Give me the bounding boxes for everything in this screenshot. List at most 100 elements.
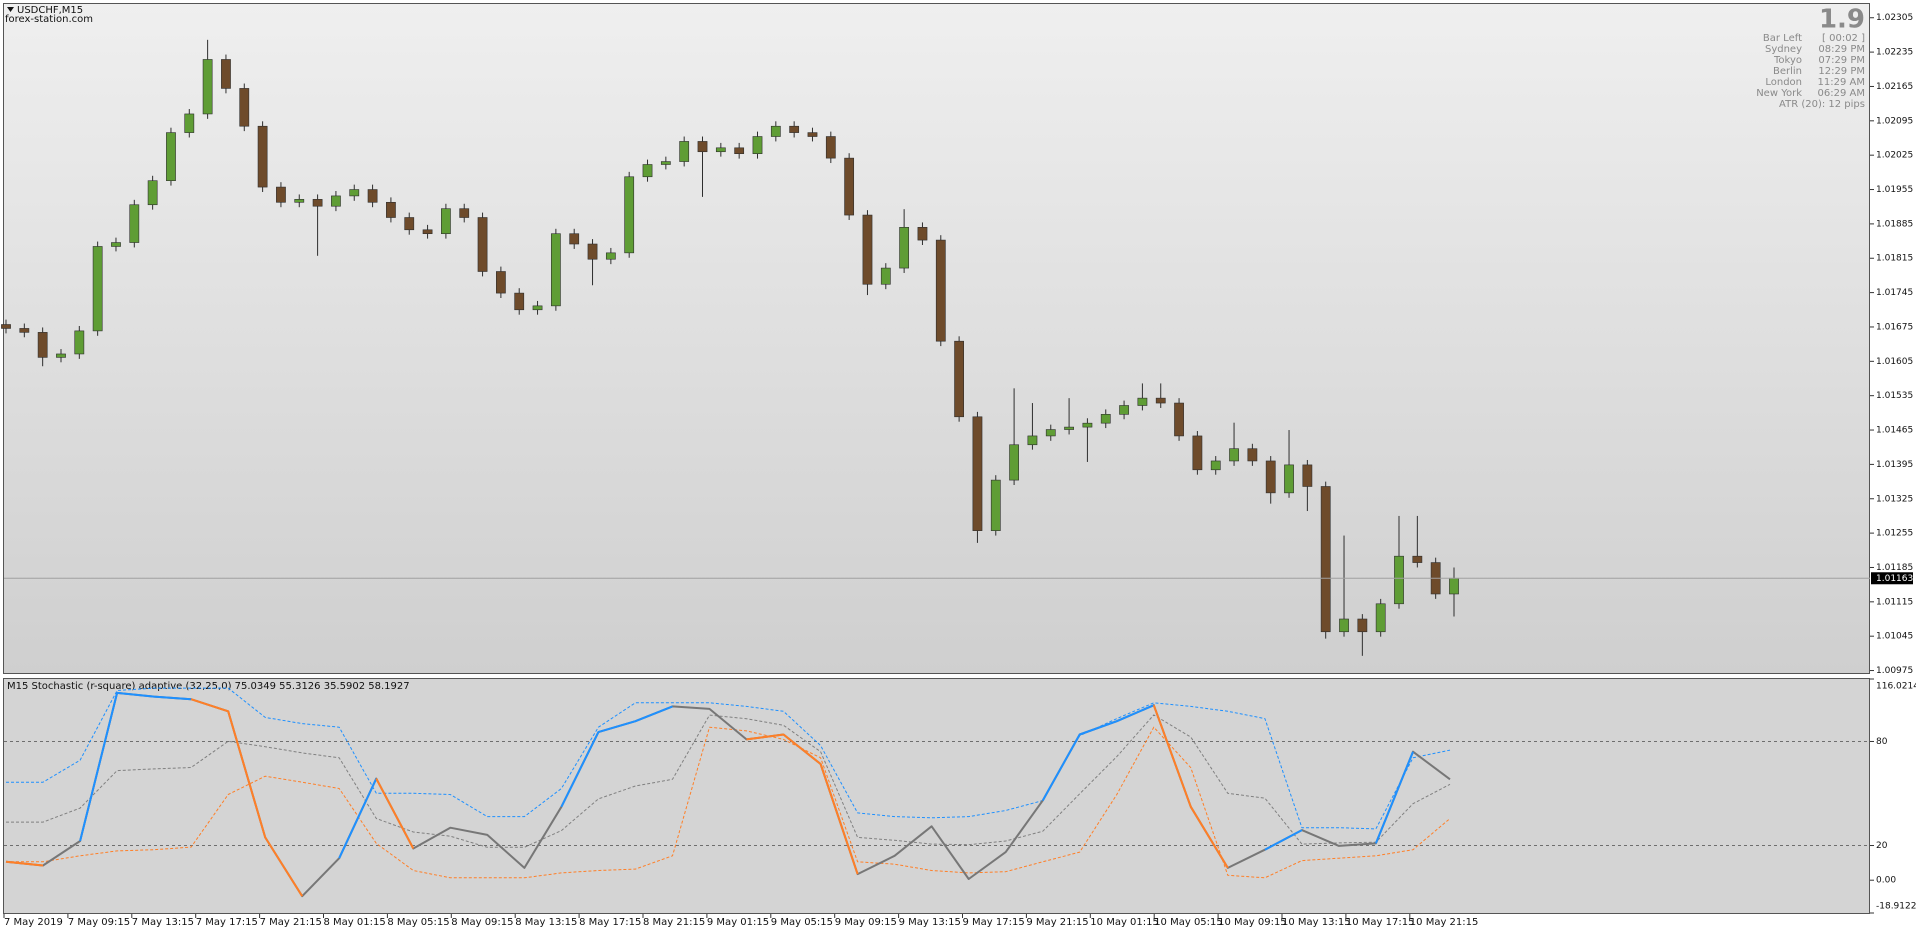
symbol-label: USDCHF,M15 — [17, 5, 83, 16]
candle-body — [331, 195, 341, 207]
y-tick-label: 1.01815 — [1876, 254, 1913, 264]
info-value: 12:29 PM — [1818, 66, 1865, 77]
candle-body — [917, 227, 928, 241]
candle-body — [1210, 460, 1221, 471]
x-tick-label: 7 May 09:15 — [68, 917, 130, 928]
candle-body — [770, 125, 781, 137]
candle-body — [954, 340, 964, 418]
candle-body — [459, 208, 470, 218]
candle-body — [1137, 397, 1148, 406]
x-tick-label: 10 May 17:15 — [1346, 917, 1415, 928]
y-tick-label: 80 — [1876, 737, 1888, 747]
candle-body — [825, 136, 836, 159]
candle-body — [532, 305, 543, 311]
x-tick-label: 9 May 05:15 — [771, 917, 833, 928]
candle-body — [660, 161, 671, 165]
info-value: 07:29 PM — [1818, 55, 1865, 66]
candle-body — [734, 147, 745, 155]
candle-body — [972, 416, 983, 531]
candle-body — [477, 217, 488, 272]
x-tick-label: 9 May 09:15 — [835, 917, 897, 928]
x-tick-label: 10 May 13:15 — [1282, 917, 1351, 928]
x-tick-label: 7 May 13:15 — [132, 917, 194, 928]
info-value: 11:29 AM — [1818, 77, 1865, 88]
y-tick-label: 1.01885 — [1876, 219, 1913, 229]
candle-body — [880, 267, 891, 285]
y-tick-label: 1.01395 — [1876, 460, 1913, 470]
x-tick-label: 7 May 17:15 — [196, 917, 258, 928]
info-value: 08:29 PM — [1818, 44, 1865, 55]
candle-body — [1302, 464, 1313, 487]
y-tick-label: 1.02235 — [1876, 48, 1913, 58]
x-tick-label: 8 May 09:15 — [451, 917, 513, 928]
info-value: 06:29 AM — [1818, 88, 1865, 99]
y-tick-label: 1.00975 — [1876, 666, 1913, 676]
info-label: New York — [1756, 88, 1802, 99]
candle-body — [1045, 429, 1056, 437]
x-tick-label: 8 May 01:15 — [324, 917, 386, 928]
candle-body — [844, 157, 855, 216]
y-tick-label: 1.01465 — [1876, 426, 1913, 436]
x-tick-label: 9 May 13:15 — [899, 917, 961, 928]
candle-body — [1412, 555, 1423, 563]
candle-body — [386, 201, 396, 218]
candle-body — [715, 147, 726, 153]
candle-body — [312, 199, 323, 207]
candle-body — [1119, 405, 1129, 415]
y-tick-label: 20 — [1876, 841, 1888, 851]
y-tick-label: 1.01605 — [1876, 357, 1913, 367]
candle-body — [569, 233, 580, 245]
candle-body — [1375, 603, 1386, 633]
candle-body — [239, 88, 250, 127]
candle-body — [789, 125, 800, 133]
y-tick-label: 1.02095 — [1876, 116, 1913, 126]
band-line — [6, 687, 1451, 830]
indicator-panel — [3, 678, 1870, 914]
x-tick-label: 10 May 01:15 — [1090, 917, 1159, 928]
candle-body — [1100, 414, 1111, 424]
y-tick-label: 1.01255 — [1876, 529, 1913, 539]
y-tick-label: 1.02025 — [1876, 151, 1913, 161]
candle-body — [899, 227, 910, 269]
stochastic-line — [5, 698, 1229, 897]
x-tick-label: 7 May 21:15 — [260, 917, 322, 928]
candle-body — [294, 199, 305, 203]
x-tick-label: 7 May 2019 — [4, 917, 63, 928]
watermark: forex-station.com — [5, 14, 93, 25]
y-tick-label: 1.01185 — [1876, 563, 1913, 573]
candle-body — [56, 353, 66, 358]
candle-body — [1, 324, 11, 329]
y-tick-label: 1.01115 — [1876, 597, 1913, 607]
candle-body — [202, 59, 213, 115]
candle-body — [642, 164, 653, 178]
candle-body — [1247, 448, 1258, 462]
candle-body — [752, 136, 763, 155]
candle-body — [1027, 435, 1038, 446]
candle-body — [807, 132, 818, 137]
candle-body — [550, 233, 561, 307]
candle-body — [111, 242, 121, 247]
candle-body — [990, 479, 1001, 531]
menu-arrow[interactable] — [7, 7, 14, 12]
info-label: Berlin — [1773, 66, 1802, 77]
info-label: London — [1765, 77, 1802, 88]
candle-body — [1174, 402, 1184, 437]
candle-body — [587, 243, 598, 260]
candle-body — [129, 204, 140, 243]
candle-body — [862, 214, 873, 285]
info-value: [ 00:02 ] — [1822, 33, 1865, 44]
y-tick-label: 1.01045 — [1876, 632, 1913, 642]
candle-body — [624, 176, 635, 254]
atr: ATR (20): 12 pips — [1779, 99, 1865, 110]
y-tick-label: 1.01745 — [1876, 288, 1913, 298]
candle-body — [221, 59, 231, 89]
candle-body — [367, 189, 378, 203]
x-tick-label: 9 May 01:15 — [707, 917, 769, 928]
x-tick-label: 10 May 09:15 — [1218, 917, 1287, 928]
x-tick-label: 9 May 21:15 — [1026, 917, 1088, 928]
candle-body — [1265, 460, 1276, 494]
candle-body — [257, 125, 268, 188]
price-tag — [1871, 572, 1913, 585]
candle-body — [1284, 464, 1294, 494]
